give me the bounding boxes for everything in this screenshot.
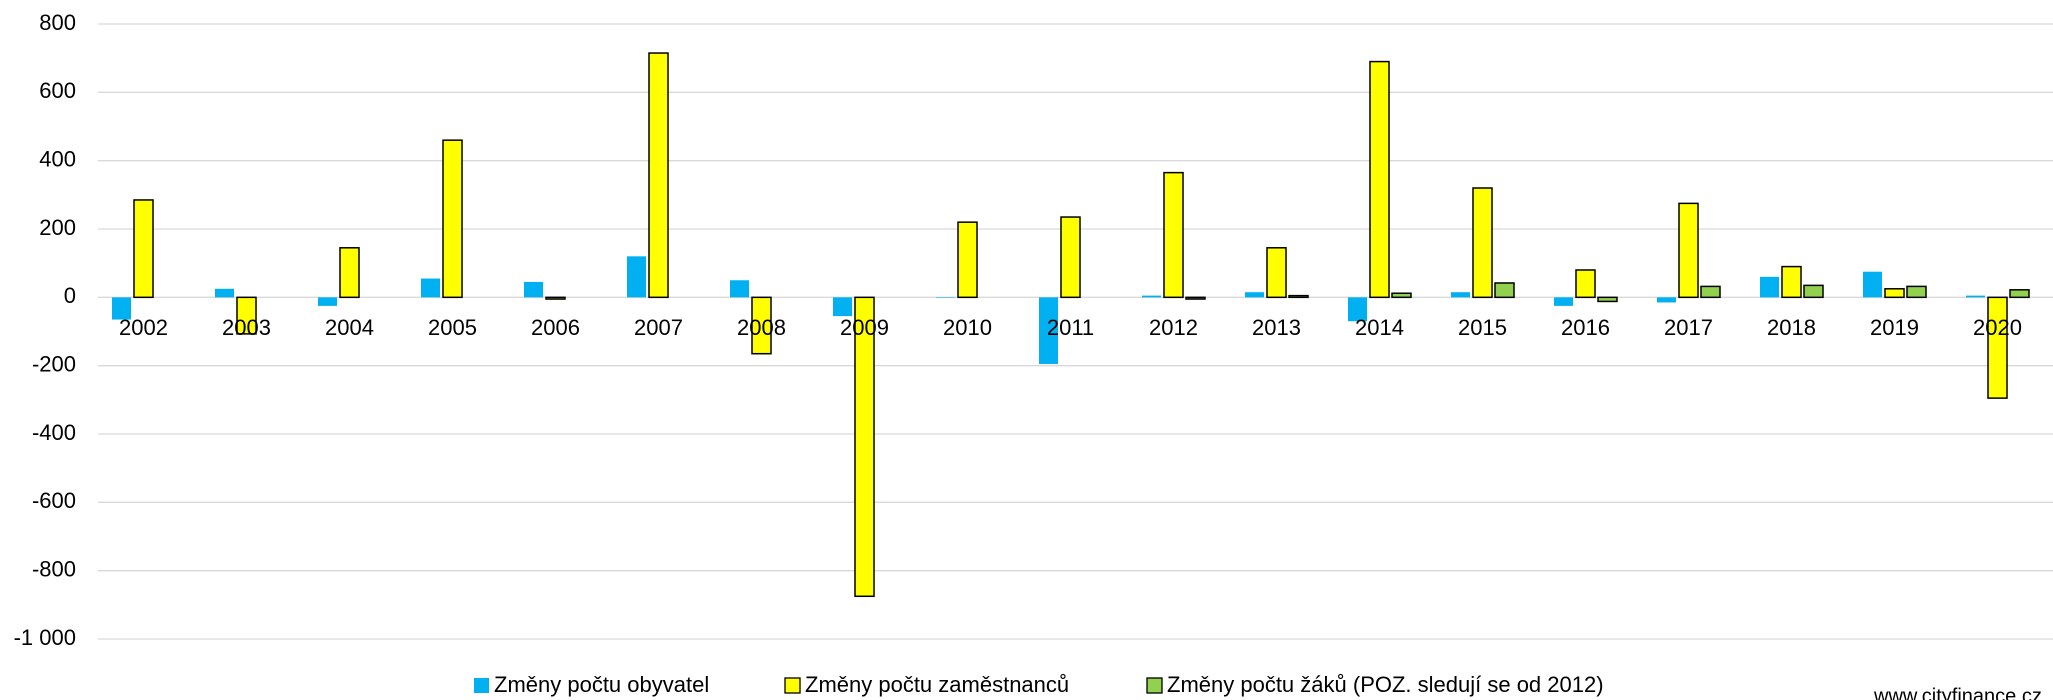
bar [1575,269,1596,299]
bar [1060,216,1081,299]
bar [730,280,749,298]
y-tick-label: -400 [32,420,76,445]
bar [648,52,669,299]
bar [957,221,978,299]
source-note: www.cityfinance.cz [1873,685,2042,700]
x-tick-label: 2017 [1664,315,1713,340]
y-tick-label: -1 000 [14,625,76,650]
bar [1906,285,1927,299]
bar [318,297,337,306]
legend-label: Změny počtu žáků (POZ. sledují se od 201… [1167,672,1604,697]
bar [1369,60,1390,299]
bar [1348,297,1367,322]
y-tick-label: -200 [32,351,76,376]
y-tick-label: 200 [39,215,76,240]
bar [1288,294,1309,299]
bar [854,296,875,598]
bar [133,199,154,299]
bar [442,139,463,299]
bar [236,296,257,335]
bar [833,297,852,317]
bar [1494,282,1515,299]
bar [1987,296,2008,399]
bar [421,278,440,298]
bar [1678,202,1699,299]
bar [1597,296,1618,303]
bar [1863,271,1882,298]
bar [524,281,543,298]
x-tick-label: 2006 [531,315,580,340]
x-tick-label: 2015 [1458,315,1507,340]
x-tick-label: 2013 [1252,315,1301,340]
y-tick-label: 600 [39,78,76,103]
x-tick-label: 2002 [119,315,168,340]
bar [1391,292,1412,299]
legend-swatch [784,677,801,694]
x-tick-label: 2005 [428,315,477,340]
bar [751,296,772,355]
x-tick-label: 2010 [943,315,992,340]
y-tick-label: 800 [39,10,76,35]
y-tick-label: -800 [32,556,76,581]
x-tick-label: 2008 [737,315,786,340]
legend-swatch [1146,677,1163,694]
x-tick-label: 2012 [1149,315,1198,340]
bar [1163,171,1184,299]
bar [215,288,234,298]
x-tick-label: 2011 [1047,315,1094,340]
bar [1451,292,1470,298]
plot: -1 000 -800 -600 -400 -200 0 200 400 600 800 2002 2… [14,10,2053,697]
x-tick-label: 2007 [634,315,683,340]
x-tick-label: 2004 [325,315,374,340]
bar [2009,289,2030,299]
bar [627,256,646,298]
bar [1266,247,1287,299]
y-tick-label: -600 [32,488,76,513]
bar [545,296,566,300]
bar [1185,296,1206,300]
bar [936,297,955,298]
legend-label: Změny počtu obyvatel [494,672,709,697]
x-tick-label: 2020 [1973,315,2022,340]
x-tick-label: 2014 [1355,315,1404,340]
bar [1657,297,1676,303]
bar [1781,265,1802,299]
bar [1760,276,1779,298]
bar [1966,295,1985,298]
bar [1472,187,1493,299]
y-tick-label: 400 [39,146,76,171]
bar [1884,288,1905,299]
x-tick-label: 2019 [1870,315,1919,340]
bar [1142,295,1161,298]
x-tick-label: 2018 [1767,315,1816,340]
bar [1803,284,1824,299]
bar [1700,285,1721,299]
legend-label: Změny počtu zaměstnanců [805,672,1069,697]
bar [339,247,360,299]
bar [1039,297,1058,364]
x-tick-label: 2009 [840,315,889,340]
bar [1245,292,1264,298]
bar [112,297,131,320]
bar [1554,297,1573,306]
legend-swatch [474,678,489,693]
x-tick-label: 2016 [1561,315,1610,340]
x-tick-label: 2003 [222,315,271,340]
y-tick-label: 0 [64,283,76,308]
